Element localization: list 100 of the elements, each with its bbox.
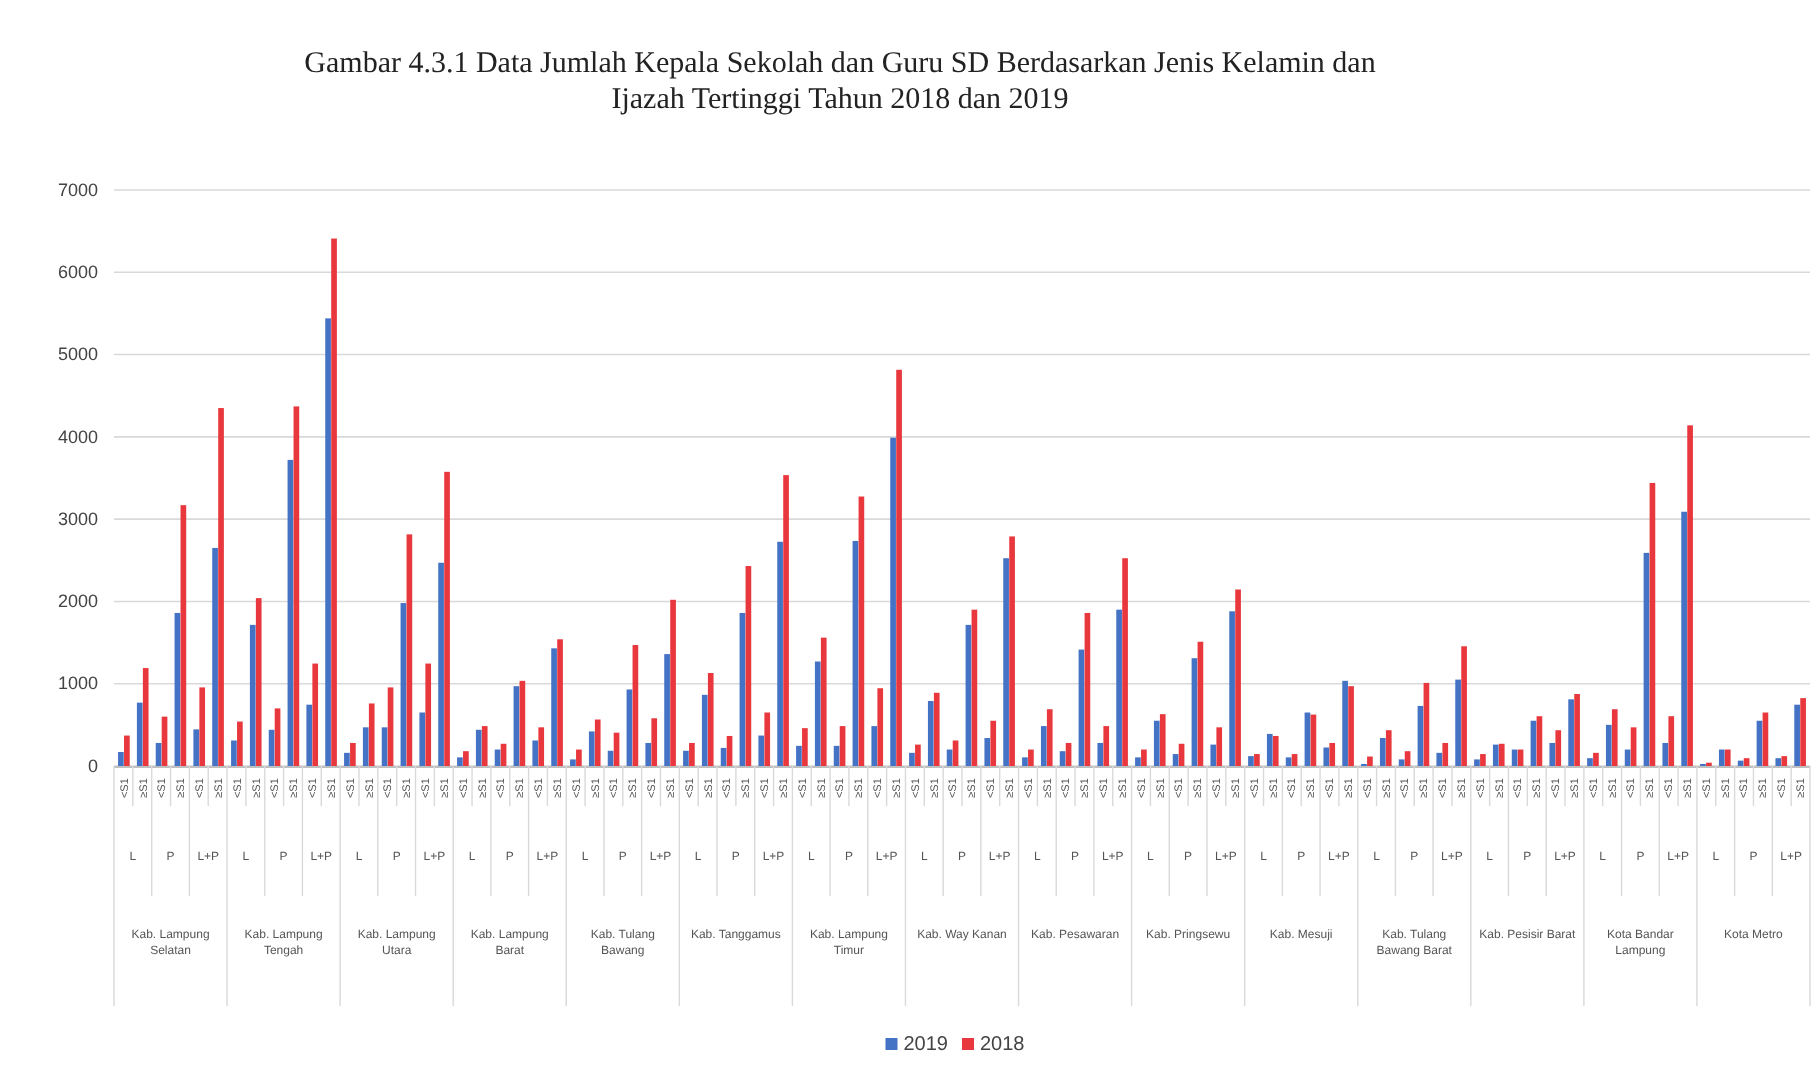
- y-tick-label: 2000: [57, 591, 98, 612]
- bar: [1687, 425, 1693, 766]
- bar: [1668, 716, 1675, 766]
- bar: [1323, 747, 1330, 766]
- y-tick-label: 0: [87, 755, 98, 776]
- bar: [1248, 756, 1254, 766]
- bar: [594, 719, 601, 766]
- bar: [350, 742, 356, 766]
- bar: [1097, 742, 1104, 766]
- bar: [877, 688, 884, 766]
- bar: [1492, 744, 1499, 766]
- bar: [1781, 756, 1788, 766]
- bar: [783, 475, 789, 766]
- y-tick-label: 1000: [57, 673, 98, 694]
- bar: [118, 752, 124, 766]
- bar: [312, 663, 319, 766]
- bar: [1775, 758, 1782, 766]
- bar: [193, 729, 200, 766]
- bar: [1046, 709, 1053, 766]
- bar: [438, 562, 444, 766]
- bar: [231, 740, 237, 766]
- bar: [1028, 749, 1034, 766]
- bar: [142, 668, 149, 766]
- bar: [1266, 733, 1273, 766]
- y-tick-label: 4000: [57, 426, 98, 447]
- bar: [820, 637, 827, 766]
- bar: [933, 692, 940, 766]
- bar: [1135, 757, 1141, 766]
- bar: [1743, 758, 1750, 766]
- legend-label: 2018: [980, 1034, 1026, 1056]
- bar: [588, 731, 595, 766]
- bar: [218, 408, 224, 766]
- bar: [1718, 749, 1725, 766]
- bar: [814, 661, 821, 766]
- bar: [1254, 754, 1260, 766]
- bar: [1159, 714, 1166, 766]
- bar: [255, 598, 262, 766]
- bar: [1555, 730, 1562, 766]
- bar: [707, 673, 714, 766]
- bar: [1229, 611, 1235, 766]
- bar: [927, 700, 934, 766]
- y-tick-label: 7000: [57, 179, 98, 200]
- bar: [764, 712, 771, 766]
- bar: [1122, 558, 1128, 766]
- bar: [1549, 742, 1556, 766]
- bar: [1794, 704, 1800, 766]
- bar: [645, 742, 652, 766]
- bar: [984, 738, 991, 766]
- bar: [683, 750, 689, 766]
- bar: [1040, 726, 1047, 766]
- bar: [576, 749, 582, 766]
- bar: [1587, 758, 1593, 766]
- bar: [362, 727, 369, 766]
- bar: [1568, 699, 1574, 766]
- bar: [990, 720, 997, 766]
- bar: [457, 757, 463, 766]
- bar: [1605, 724, 1612, 766]
- bar: [896, 369, 902, 766]
- bar: [368, 703, 375, 766]
- bar: [463, 751, 469, 766]
- bar: [701, 694, 708, 766]
- bar: [1724, 749, 1731, 766]
- bar: [1385, 730, 1392, 766]
- bar: [758, 735, 765, 766]
- bar: [802, 728, 808, 766]
- bar: [909, 752, 915, 766]
- y-tick-label: 3000: [57, 508, 98, 529]
- bar: [1480, 754, 1486, 766]
- bar: [1153, 720, 1160, 766]
- bar: [1216, 727, 1223, 766]
- bar: [1235, 589, 1241, 766]
- bar: [1474, 759, 1480, 766]
- y-tick-label: 5000: [57, 344, 98, 365]
- bar: [249, 624, 256, 766]
- bar: [670, 599, 676, 766]
- bar: [532, 740, 539, 766]
- chart-title: Gambar 4.3.1 Data Jumlah Kepala Sekolah dan Guru SD Berdasarkan Jenis Kelamin dan Ijazah Tertinggi Tahun 2018 dan 2019: [304, 48, 1377, 116]
- bar: [890, 437, 896, 766]
- bar: [1611, 709, 1618, 766]
- y-tick-label: 6000: [57, 262, 98, 283]
- bar: [331, 238, 337, 766]
- bar: [871, 726, 878, 766]
- bar: [952, 740, 959, 766]
- bar: [481, 726, 488, 766]
- bar: [1141, 749, 1147, 766]
- bar: [444, 471, 450, 766]
- bar: [306, 704, 313, 766]
- bar: [1009, 536, 1015, 766]
- bar: [1800, 698, 1806, 766]
- bar: [1681, 511, 1687, 766]
- bar: [1367, 756, 1373, 766]
- bar: [199, 687, 206, 766]
- bar: [212, 547, 218, 766]
- bar: [475, 729, 482, 766]
- bar: [1348, 686, 1354, 766]
- bar: [1342, 680, 1348, 766]
- legend-label: 2019: [903, 1034, 949, 1056]
- bar: [664, 654, 670, 766]
- bar: [1662, 742, 1669, 766]
- bar: [551, 648, 557, 766]
